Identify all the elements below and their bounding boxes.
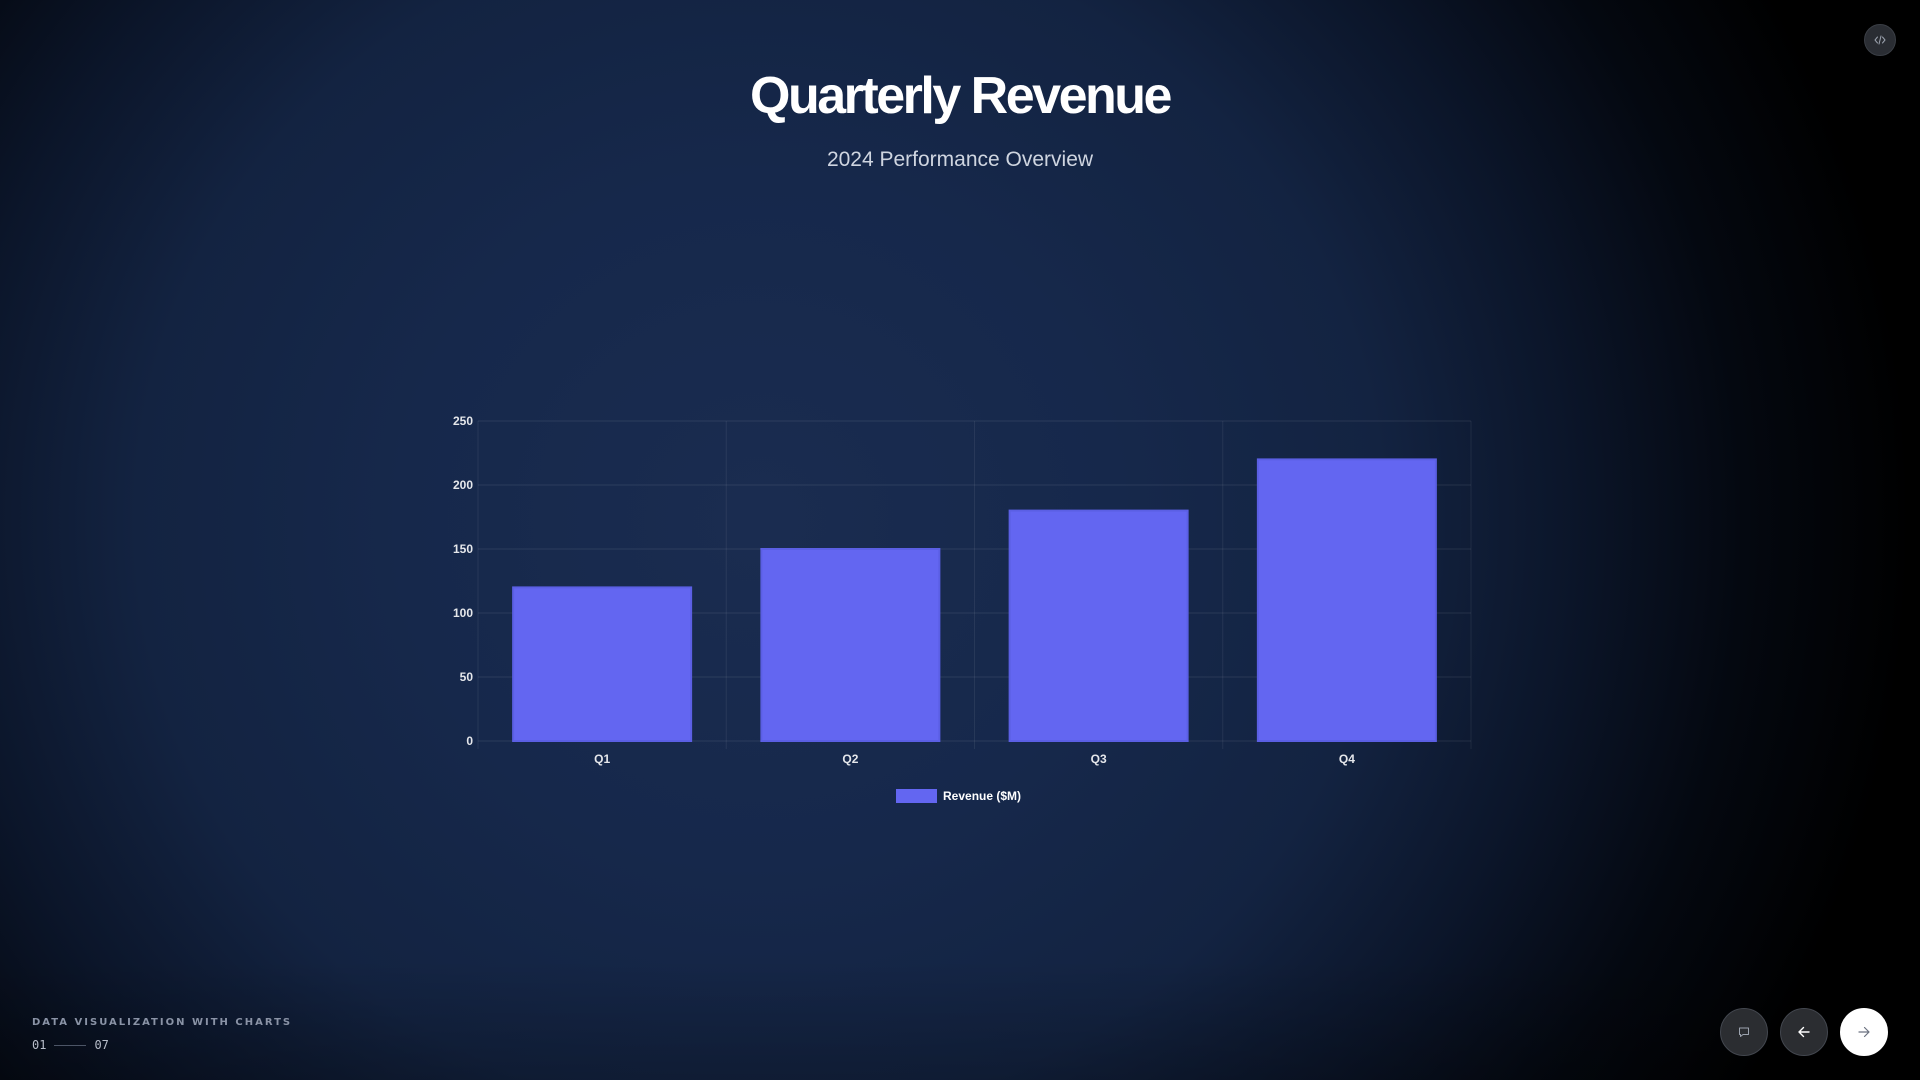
next-slide-button[interactable]	[1840, 1008, 1888, 1056]
y-tick-label: 250	[453, 414, 473, 428]
x-tick-label: Q2	[842, 752, 858, 766]
bar-q4	[1256, 458, 1437, 742]
previous-slide-button[interactable]	[1780, 1008, 1828, 1056]
deck-title: DATA VISUALIZATION WITH CHARTS	[32, 1017, 293, 1028]
bar-q3	[1008, 509, 1189, 742]
y-tick-label: 200	[453, 478, 473, 492]
bar-q2	[760, 548, 941, 742]
current-slide-number: 01	[32, 1038, 47, 1052]
y-tick-label: 50	[460, 670, 474, 684]
y-tick-label: 150	[453, 542, 473, 556]
speaker-notes-button[interactable]	[1720, 1008, 1768, 1056]
total-slides-number: 07	[94, 1038, 109, 1052]
x-tick-label: Q1	[594, 752, 610, 766]
y-tick-label: 0	[466, 734, 473, 748]
slide-title: Quarterly Revenue	[750, 67, 1172, 125]
slide-counter: 01 07	[32, 1038, 109, 1052]
y-tick-label: 100	[453, 606, 473, 620]
comment-icon	[1739, 1027, 1749, 1037]
code-icon	[1874, 35, 1886, 45]
slide-subtitle: 2024 Performance Overview	[826, 148, 1094, 171]
view-code-button[interactable]	[1864, 24, 1896, 56]
legend-label: Revenue ($M)	[943, 789, 1021, 803]
legend-swatch	[896, 789, 937, 803]
arrow-right-icon	[1858, 1026, 1870, 1038]
x-tick-label: Q3	[1091, 752, 1107, 766]
bar-q1	[512, 586, 693, 743]
x-tick-label: Q4	[1339, 752, 1355, 766]
slide-counter-divider	[54, 1044, 87, 1046]
arrow-left-icon	[1798, 1026, 1810, 1038]
